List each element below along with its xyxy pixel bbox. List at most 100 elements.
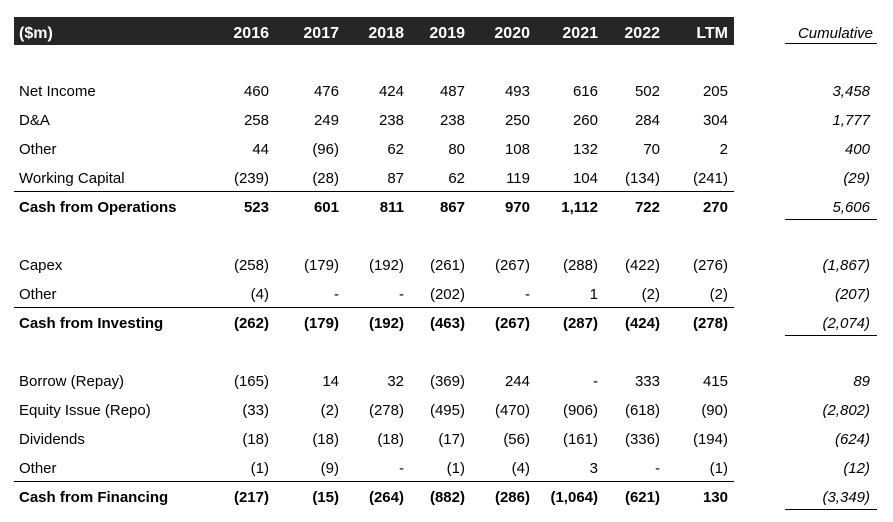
cell-value: (2) [641, 286, 660, 303]
cell-value: 1 [589, 286, 598, 303]
cell-value: - [399, 460, 404, 477]
cell-value: 722 [634, 199, 660, 216]
year-header: 2019 [429, 25, 465, 42]
cell-value: (336) [624, 431, 660, 448]
cell-value: - [593, 373, 598, 390]
cumulative-value: 400 [844, 141, 870, 158]
cumulative-value: (2,074) [822, 315, 870, 332]
row-label: Cash from Operations [19, 199, 177, 216]
cell-value: (264) [368, 489, 404, 506]
cell-value: (1,064) [550, 489, 598, 506]
cell-value: (287) [562, 315, 598, 332]
cell-value: (1) [250, 460, 269, 477]
cell-value: (15) [312, 489, 339, 506]
row-label: Equity Issue (Repo) [19, 402, 151, 419]
cumulative-value: (12) [843, 460, 870, 477]
cell-value: 616 [572, 83, 598, 100]
table-row: D&A 258 249 238 238 250 260 284 304 1,777 [0, 111, 893, 131]
table-row: Borrow (Repay) (165) 14 32 (369) 244 - 333 415 89 [0, 372, 893, 392]
cumulative-value: (2,802) [822, 402, 870, 419]
cell-value: 70 [643, 141, 660, 158]
cell-value: (192) [368, 315, 404, 332]
cell-value: - [655, 460, 660, 477]
cumulative-value: 89 [853, 373, 870, 390]
table-row: Other (1) (9) - (1) (4) 3 - (1) (12) [0, 459, 893, 479]
cell-value: 601 [313, 199, 339, 216]
cell-value: (179) [303, 257, 339, 274]
cell-value: 487 [439, 83, 465, 100]
cell-value: (4) [511, 460, 530, 477]
cell-value: (18) [242, 431, 269, 448]
cumulative-total-rule [785, 509, 877, 510]
year-header: 2016 [233, 25, 269, 42]
cell-value: - [399, 286, 404, 303]
cell-value: (495) [429, 402, 465, 419]
cell-value: (90) [701, 402, 728, 419]
cell-value: (278) [368, 402, 404, 419]
subtotal-rule [14, 307, 734, 308]
year-header: 2020 [494, 25, 530, 42]
cell-value: (161) [562, 431, 598, 448]
cell-value: (261) [429, 257, 465, 274]
cell-value: (2) [709, 286, 728, 303]
row-label: Net Income [19, 83, 96, 100]
cumulative-value: 1,777 [832, 112, 870, 129]
cumulative-value: 5,606 [832, 199, 870, 216]
cell-value: 493 [504, 83, 530, 100]
cumulative-header-underline [785, 43, 877, 44]
cell-value: 205 [702, 83, 728, 100]
cell-value: 284 [634, 112, 660, 129]
cell-value: (422) [624, 257, 660, 274]
cell-value: 867 [439, 199, 465, 216]
cumulative-total-rule [785, 335, 877, 336]
cell-value: (470) [494, 402, 530, 419]
cell-value: 3 [589, 460, 598, 477]
cell-value: 32 [387, 373, 404, 390]
subtotal-rule [14, 481, 734, 482]
cell-value: 415 [702, 373, 728, 390]
cell-value: (33) [242, 402, 269, 419]
cell-value: (192) [368, 257, 404, 274]
cell-value: 249 [313, 112, 339, 129]
cell-value: (4) [250, 286, 269, 303]
cell-value: (28) [312, 170, 339, 187]
year-header: 2018 [368, 25, 404, 42]
table-row: Dividends (18) (18) (18) (17) (56) (161) (336) (… [0, 430, 893, 450]
cumulative-value: 3,458 [832, 83, 870, 100]
cell-value: (56) [503, 431, 530, 448]
cell-value: 119 [506, 170, 530, 187]
row-label: D&A [19, 112, 50, 129]
year-header: LTM [696, 25, 728, 42]
cumulative-header: Cumulative [797, 25, 873, 42]
cell-value: 970 [504, 199, 530, 216]
cell-value: 270 [702, 199, 728, 216]
table-row: Capex (258) (179) (192) (261) (267) (288) (422)… [0, 256, 893, 276]
cell-value: (276) [692, 257, 728, 274]
cell-value: 476 [313, 83, 339, 100]
cell-value: 250 [504, 112, 530, 129]
unit-label: ($m) [19, 25, 53, 42]
cumulative-value: (29) [843, 170, 870, 187]
table-row: Other 44 (96) 62 80 108 132 70 2 400 [0, 140, 893, 160]
cell-value: 14 [322, 373, 339, 390]
year-header: 2022 [624, 25, 660, 42]
cell-value: (18) [377, 431, 404, 448]
cell-value: (262) [233, 315, 269, 332]
cell-value: (463) [429, 315, 465, 332]
table-row: Net Income 460 476 424 487 493 616 502 205 3,458 [0, 82, 893, 102]
cell-value: (369) [429, 373, 465, 390]
cell-value: - [334, 286, 339, 303]
row-label: Other [19, 460, 57, 477]
cell-value: 108 [504, 141, 530, 158]
cell-value: 238 [439, 112, 465, 129]
cell-value: 87 [387, 170, 404, 187]
cell-value: 1,112 [561, 199, 598, 216]
cell-value: 304 [702, 112, 728, 129]
cell-value: - [525, 286, 530, 303]
row-label: Cash from Financing [19, 489, 169, 506]
total-row: Cash from Investing (262) (179) (192) (463) (… [0, 314, 893, 334]
cell-value: (179) [303, 315, 339, 332]
cell-value: 62 [448, 170, 465, 187]
row-label: Other [19, 286, 57, 303]
cumulative-value: (1,867) [822, 257, 870, 274]
